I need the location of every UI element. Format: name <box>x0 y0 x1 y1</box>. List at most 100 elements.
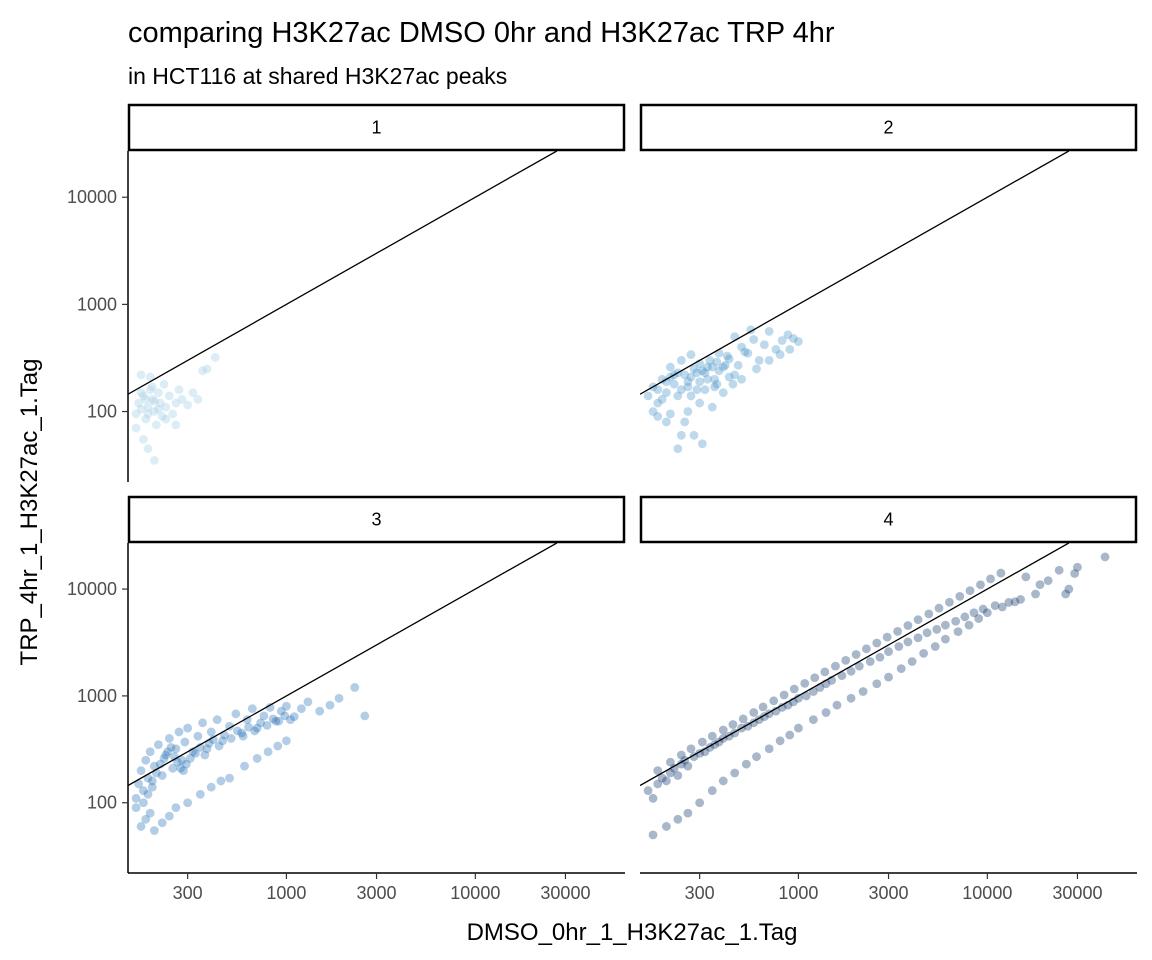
data-point <box>907 657 917 666</box>
data-point <box>149 826 159 835</box>
data-point <box>882 632 892 642</box>
data-point <box>695 377 705 387</box>
data-point <box>743 348 753 358</box>
data-point <box>193 394 203 404</box>
data-point <box>177 755 187 765</box>
data-point <box>692 368 702 378</box>
data-point <box>903 637 913 647</box>
data-point <box>147 782 157 792</box>
data-point <box>990 601 1000 611</box>
data-point <box>280 711 290 721</box>
data-point <box>710 374 720 384</box>
data-point <box>837 671 847 680</box>
data-point <box>896 664 906 674</box>
data-point <box>858 687 868 696</box>
data-point <box>139 798 148 808</box>
data-point <box>136 822 146 831</box>
data-point <box>259 711 269 721</box>
data-point <box>161 414 171 424</box>
data-point <box>657 773 667 783</box>
data-point <box>188 388 198 398</box>
data-point <box>676 356 686 365</box>
data-point <box>752 752 761 762</box>
data-point <box>676 430 686 440</box>
data-point <box>922 628 932 638</box>
data-point <box>697 737 707 747</box>
data-point <box>769 696 779 706</box>
x-tick-label: 3000 <box>869 883 909 903</box>
data-point <box>183 798 193 808</box>
data-point <box>171 803 181 813</box>
facet-strip-label: 3 <box>371 510 381 530</box>
data-point <box>934 603 944 613</box>
data-point <box>265 703 275 712</box>
facet-panel: 1 <box>127 103 626 465</box>
data-point <box>181 759 191 769</box>
data-point <box>707 362 717 372</box>
data-point <box>1054 565 1064 575</box>
data-point <box>789 684 799 694</box>
facet-strip <box>639 495 1138 544</box>
data-point <box>872 679 882 689</box>
data-point <box>661 776 671 786</box>
data-point <box>157 818 167 828</box>
data-point <box>741 759 751 769</box>
data-point <box>722 351 732 361</box>
data-point <box>683 377 693 387</box>
data-point <box>794 723 803 733</box>
data-point <box>247 704 257 714</box>
data-point <box>147 382 157 392</box>
data-point <box>653 779 663 789</box>
data-point <box>653 398 663 408</box>
data-point <box>238 731 248 741</box>
data-point <box>801 691 811 701</box>
data-point <box>185 754 195 763</box>
data-point <box>733 360 743 370</box>
data-point <box>969 608 979 618</box>
data-point <box>785 345 795 354</box>
data-point <box>728 720 738 729</box>
data-point <box>202 744 212 754</box>
point-group <box>131 683 370 835</box>
point-group <box>643 552 1110 840</box>
data-point <box>289 712 299 722</box>
data-point <box>661 822 671 831</box>
data-point <box>206 782 216 792</box>
data-point <box>700 368 710 378</box>
data-point <box>134 779 144 789</box>
data-point <box>851 650 861 659</box>
data-point <box>159 379 169 389</box>
data-point <box>198 718 208 728</box>
data-point <box>718 725 728 735</box>
x-tick-label: 1000 <box>266 883 306 903</box>
data-point <box>673 444 683 454</box>
y-tick-label: 10000 <box>67 187 117 207</box>
data-point <box>705 356 715 365</box>
facet-strip-label: 2 <box>883 118 893 138</box>
data-point <box>913 633 923 643</box>
data-point <box>195 789 205 799</box>
data-point <box>712 379 722 389</box>
data-point <box>1100 552 1110 562</box>
data-point <box>303 697 313 707</box>
data-point <box>262 720 272 730</box>
data-point <box>136 388 146 398</box>
data-point <box>661 377 671 387</box>
data-point <box>147 394 157 404</box>
data-point <box>712 357 722 367</box>
data-point <box>865 657 875 666</box>
data-point <box>854 661 864 671</box>
data-point <box>360 711 370 721</box>
data-point <box>350 683 360 692</box>
data-point <box>695 398 705 408</box>
data-point <box>718 388 728 398</box>
data-point <box>1064 584 1074 594</box>
data-point <box>147 776 157 786</box>
data-point <box>136 766 146 775</box>
data-point <box>941 634 950 644</box>
data-point <box>724 372 734 382</box>
data-point <box>145 385 155 395</box>
data-point <box>718 776 728 786</box>
data-point <box>226 734 236 743</box>
